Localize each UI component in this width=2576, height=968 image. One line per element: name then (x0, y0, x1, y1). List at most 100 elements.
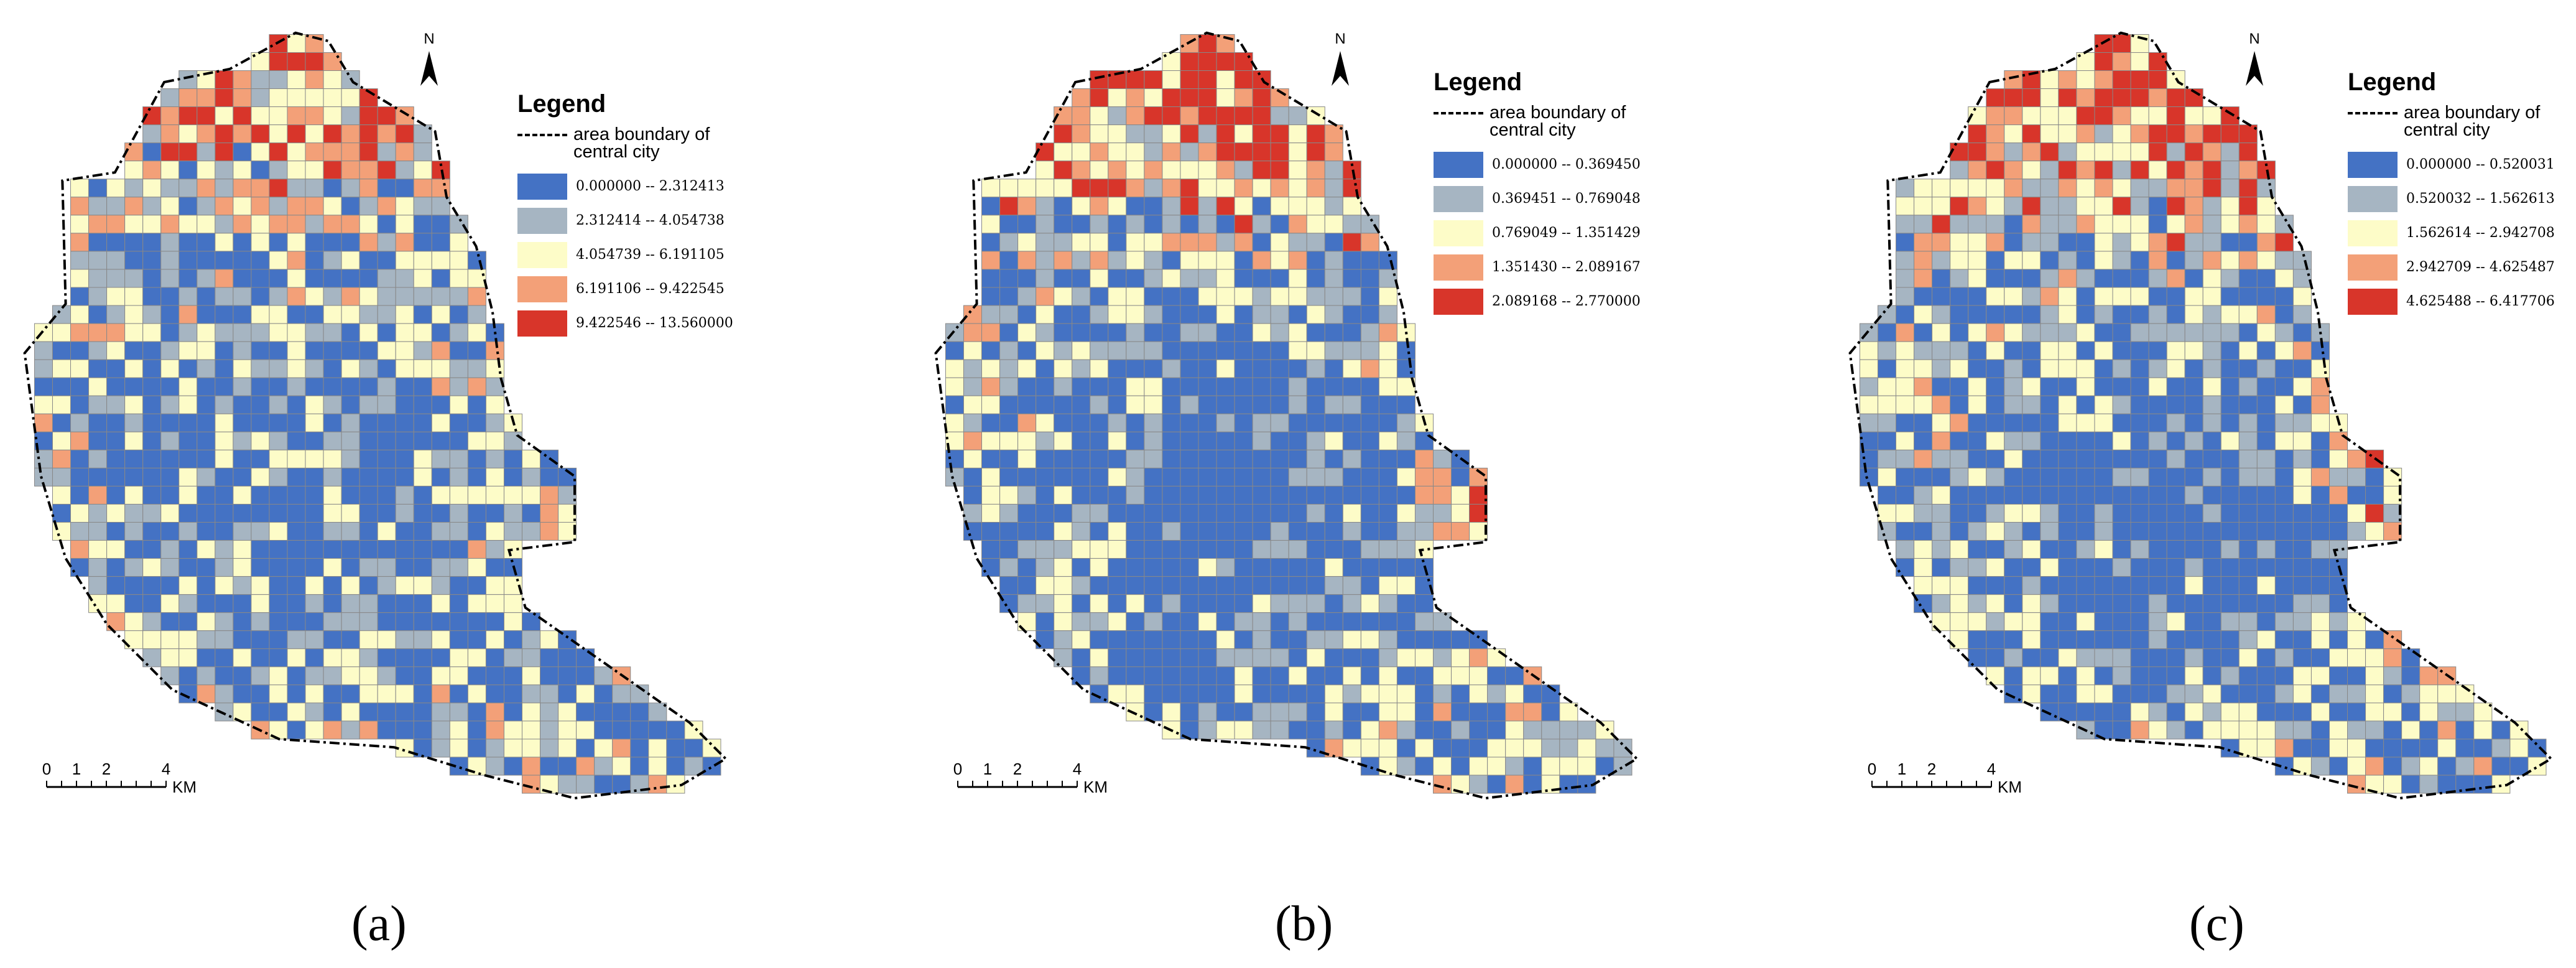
grid-cell (106, 287, 126, 306)
grid-cell (540, 702, 559, 722)
grid-cell (1035, 233, 1055, 252)
grid-cell (2220, 612, 2240, 631)
grid-cell (413, 594, 432, 613)
map: N0 1 2 4KM (1848, 30, 2554, 800)
grid-cell (1054, 648, 1073, 668)
grid-cell (287, 341, 306, 360)
grid-cell (1306, 215, 1325, 234)
scale-label: 1 (1897, 760, 1906, 778)
grid-cell (106, 323, 126, 342)
grid-cell (233, 612, 252, 631)
grid-cell (1896, 251, 1915, 270)
grid-cell (2040, 395, 2059, 414)
grid-cell (377, 161, 396, 180)
grid-cell (2112, 594, 2131, 613)
grid-cell (2256, 359, 2276, 378)
grid-cell (1896, 522, 1915, 541)
grid-cell (88, 233, 108, 252)
grid-cell (1072, 359, 1091, 378)
grid-cell (2238, 161, 2258, 180)
grid-cell (2166, 359, 2185, 378)
grid-cell (413, 485, 432, 505)
grid-cell (1054, 558, 1073, 577)
grid-cell (2256, 341, 2276, 360)
grid-cell (251, 485, 270, 505)
grid-cell (287, 142, 306, 162)
grid-cell (251, 124, 270, 144)
grid-cell (2202, 485, 2222, 505)
grid-cell (2527, 756, 2547, 776)
grid-cell (2310, 648, 2330, 668)
grid-cell (160, 377, 180, 396)
grid-cell (2148, 702, 2167, 722)
grid-cell (2292, 738, 2312, 758)
grid-cell (1252, 449, 1271, 468)
grid-cell (2328, 684, 2348, 704)
grid-cell (1198, 522, 1217, 541)
grid-cell (1198, 431, 1217, 450)
grid-cell (1234, 251, 1253, 270)
grid-cell (287, 720, 306, 740)
grid-cell (1108, 558, 1127, 577)
grid-cell (1072, 485, 1091, 505)
grid-cell (2310, 395, 2330, 414)
grid-cell (1306, 485, 1325, 505)
grid-cell (1986, 431, 2005, 450)
grid-cell (2419, 702, 2439, 722)
grid-cell (88, 431, 108, 450)
grid-cell (2022, 269, 2041, 288)
grid-cell (1144, 576, 1163, 595)
grid-cell (1324, 124, 1343, 144)
grid-cell (2202, 287, 2222, 306)
grid-cell (558, 775, 577, 794)
grid-cell (1342, 395, 1361, 414)
grid-cell (945, 449, 964, 468)
grid-cell (1378, 558, 1397, 577)
grid-cell (178, 485, 198, 505)
grid-cell (1451, 522, 1470, 541)
grid-cell (1072, 467, 1091, 486)
grid-cell (1180, 413, 1199, 432)
grid-cell (269, 612, 288, 631)
grid-cell (2130, 377, 2149, 396)
grid-cell (2274, 341, 2294, 360)
scale-label: 1 (983, 760, 992, 778)
grid-cell (1559, 738, 1578, 758)
grid-cell (1914, 305, 1933, 324)
legend-item: 1.351430 -- 2.089167 (1434, 250, 1695, 284)
grid-cell (2130, 612, 2149, 631)
grid-cell (1144, 413, 1163, 432)
grid-cell (2274, 503, 2294, 523)
grid-cell (1090, 666, 1109, 686)
grid-cell (2184, 485, 2203, 505)
grid-cell (377, 720, 396, 740)
grid-cell (1306, 630, 1325, 649)
grid-cell (2112, 161, 2131, 180)
grid-cell (2130, 142, 2149, 162)
grid-cell (287, 485, 306, 505)
grid-cell (2256, 449, 2276, 468)
grid-cell (88, 522, 108, 541)
grid-cell (106, 431, 126, 450)
grid-cell (2040, 269, 2059, 288)
grid-cell (413, 467, 432, 486)
grid-cell (2292, 720, 2312, 740)
grid-cell (1288, 485, 1307, 505)
grid-cell (684, 738, 703, 758)
grid-cell (981, 341, 1001, 360)
grid-cell (2292, 485, 2312, 505)
grid-cell (1090, 124, 1109, 144)
grid-cell (251, 70, 270, 90)
grid-cell (2347, 738, 2366, 758)
grid-cell (1108, 684, 1127, 704)
grid-cell (2292, 522, 2312, 541)
grid-cell (1108, 179, 1127, 198)
grid-cell (215, 305, 234, 324)
grid-cell (2040, 233, 2059, 252)
grid-cell (540, 684, 559, 704)
grid-cell (2202, 720, 2222, 740)
grid-cell (467, 467, 486, 486)
grid-cell (197, 142, 216, 162)
grid-cell (576, 666, 595, 686)
grid-cell (1914, 359, 1933, 378)
